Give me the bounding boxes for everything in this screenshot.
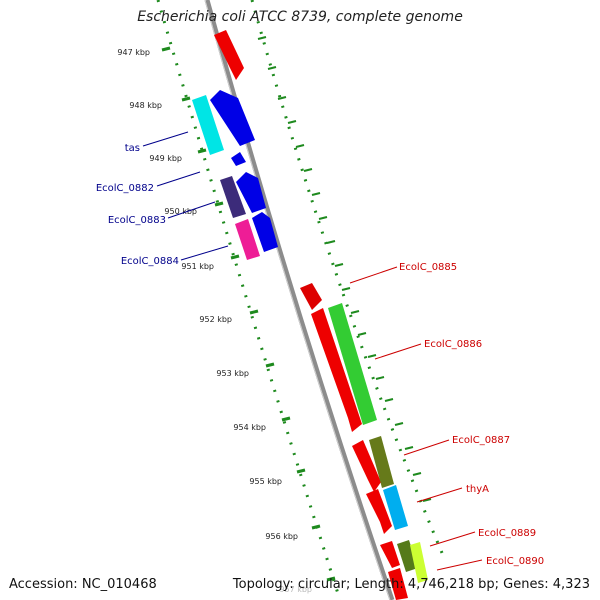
gene-arrow — [220, 176, 246, 218]
gene-arrow — [383, 485, 408, 530]
gene-label-ecolc-0889: EcolC_0889 — [478, 528, 536, 539]
tick-mark — [341, 287, 351, 291]
gene-arrow — [328, 303, 377, 425]
tick-mark — [326, 240, 336, 244]
gene-arrow — [236, 172, 266, 213]
tick-label: 954 kbp — [233, 423, 266, 432]
genome-backbone-highlight — [204, 0, 391, 600]
gene-label-ecolc-0883: EcolC_0883 — [108, 215, 166, 226]
label-leaders — [142, 131, 483, 571]
tick-mark — [267, 66, 277, 70]
tick-mark — [326, 576, 336, 582]
leader-line — [142, 131, 189, 147]
tick-mark — [197, 148, 207, 154]
tick-mark — [296, 468, 306, 474]
gene-label-ecolc-0882: EcolC_0882 — [96, 183, 154, 194]
leader-line — [436, 559, 483, 571]
tick-label: 950 kbp — [164, 207, 197, 216]
gene-arrow — [231, 152, 246, 166]
tick-mark — [384, 398, 394, 402]
tick-mark — [394, 422, 404, 426]
tick-mark — [367, 354, 377, 358]
accession-text: Accession: NC_010468 — [9, 577, 157, 592]
tick-mark — [311, 524, 321, 530]
topology-text: Topology: circular; Length: 4,746,218 bp… — [232, 577, 590, 592]
tick-labels: 947 kbp 948 kbp 949 kbp 950 kbp 951 kbp 952 k… — [117, 48, 312, 594]
gene-label-ecolc-0884: EcolC_0884 — [121, 256, 179, 267]
tick-label: 957 kbp — [279, 585, 312, 594]
tick-mark — [350, 310, 360, 314]
tick-mark — [181, 96, 191, 102]
gene-arrow — [366, 489, 392, 534]
gene-label-ecolc-0886: EcolC_0886 — [424, 339, 482, 350]
outer-tick-track — [156, 0, 342, 600]
left-gene-labels: tas EcolC_0882 EcolC_0883 EcolC_0884 — [96, 143, 179, 267]
leader-line — [374, 343, 422, 360]
gene-arrow — [369, 436, 394, 488]
leader-line — [416, 487, 463, 503]
gene-label-tas: tas — [125, 143, 140, 154]
tick-mark — [281, 416, 291, 422]
gene-label-thya: thyA — [466, 484, 489, 495]
tick-mark — [214, 201, 224, 207]
tick-label: 951 kbp — [181, 262, 214, 271]
tick-mark — [265, 362, 275, 368]
leader-line — [167, 201, 216, 219]
tick-mark — [257, 36, 267, 40]
tick-mark — [287, 120, 297, 124]
tick-mark — [404, 446, 414, 450]
gene-arrow — [300, 283, 322, 310]
tick-mark — [161, 46, 171, 52]
tick-label: 956 kbp — [265, 532, 298, 541]
genome-backbone — [204, 0, 395, 600]
tick-mark — [295, 144, 305, 148]
leader-line — [349, 266, 398, 284]
right-strand-features — [214, 30, 428, 600]
tick-mark — [375, 376, 385, 380]
gene-arrow — [252, 212, 278, 252]
gene-arrow — [192, 95, 224, 155]
tick-marks — [161, 36, 432, 582]
gene-arrow — [410, 542, 428, 583]
tick-label: 948 kbp — [129, 101, 162, 110]
gene-arrow — [380, 541, 400, 568]
tick-mark — [230, 254, 240, 260]
gene-arrow — [311, 308, 362, 432]
map-title: Escherichia coli ATCC 8739, complete gen… — [137, 9, 463, 25]
leader-line — [156, 171, 201, 187]
tick-label: 947 kbp — [117, 48, 150, 57]
tick-label: 953 kbp — [216, 369, 249, 378]
right-gene-labels: EcolC_0885 EcolC_0886 EcolC_0887 thyA Ec… — [399, 262, 544, 567]
tick-mark — [422, 498, 432, 502]
gene-arrow — [235, 219, 260, 260]
tick-mark — [249, 309, 259, 315]
tick-mark — [334, 263, 344, 267]
gene-arrow — [352, 440, 381, 492]
leader-line — [403, 439, 450, 456]
tick-mark — [277, 96, 287, 100]
tick-label: 952 kbp — [199, 315, 232, 324]
gene-label-ecolc-0890: EcolC_0890 — [486, 556, 544, 567]
leader-line — [429, 531, 476, 547]
left-strand-features — [192, 90, 278, 260]
gene-arrow — [214, 30, 244, 80]
tick-label: 955 kbp — [249, 477, 282, 486]
tick-mark — [357, 332, 367, 336]
gene-arrow — [210, 90, 255, 146]
gene-label-ecolc-0885: EcolC_0885 — [399, 262, 457, 273]
tick-mark — [412, 472, 422, 476]
gene-arrow — [388, 568, 408, 600]
gene-arrow — [397, 540, 418, 572]
leader-line — [180, 245, 229, 261]
tick-mark — [303, 168, 313, 172]
tick-label: 949 kbp — [149, 154, 182, 163]
tick-mark — [318, 216, 328, 220]
tick-mark — [311, 192, 321, 196]
gene-label-ecolc-0887: EcolC_0887 — [452, 435, 510, 446]
